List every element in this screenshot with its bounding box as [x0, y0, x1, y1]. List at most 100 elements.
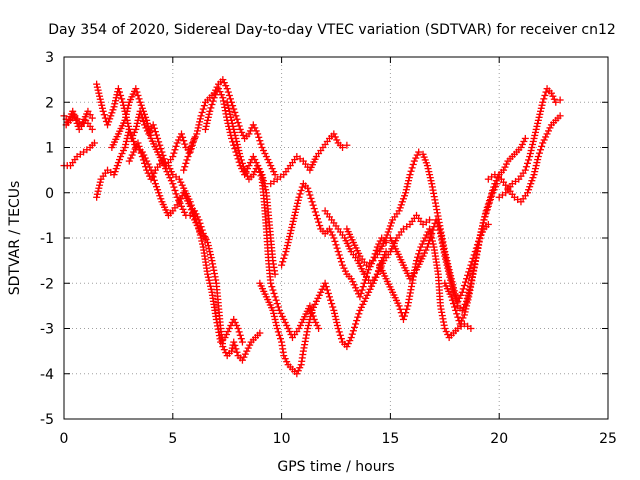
data-point — [290, 214, 298, 222]
data-point — [204, 116, 212, 124]
data-point — [298, 318, 306, 326]
data-point — [368, 282, 376, 290]
data-point — [96, 181, 104, 189]
data-point — [225, 107, 233, 115]
data-point — [272, 296, 280, 304]
data-point — [357, 303, 365, 311]
data-point — [532, 162, 540, 170]
data-point — [131, 145, 139, 153]
data-point — [358, 286, 366, 294]
data-point — [526, 153, 534, 161]
data-point — [119, 98, 127, 106]
data-point — [193, 130, 201, 138]
data-point — [333, 136, 341, 144]
data-point — [424, 165, 432, 173]
data-point — [539, 98, 547, 106]
data-point — [552, 98, 560, 106]
data-point — [180, 137, 188, 145]
data-point — [238, 159, 246, 167]
data-point — [448, 282, 456, 290]
data-point — [125, 122, 133, 130]
data-point — [284, 325, 292, 332]
data-point — [188, 205, 196, 213]
data-point — [384, 228, 392, 236]
data-point — [124, 104, 132, 112]
data-point — [314, 215, 322, 223]
data-point — [236, 331, 244, 339]
data-point — [178, 202, 186, 210]
data-point — [178, 130, 186, 138]
data-point — [444, 264, 452, 272]
data-points — [60, 76, 564, 378]
data-point — [283, 242, 291, 250]
data-point — [71, 113, 79, 121]
data-point — [98, 101, 106, 109]
data-point — [197, 112, 205, 120]
data-point — [156, 141, 164, 149]
data-point — [396, 204, 404, 212]
data-point — [154, 134, 162, 142]
data-point — [426, 174, 434, 182]
data-point — [526, 183, 534, 191]
data-point — [414, 253, 422, 261]
data-point — [413, 151, 421, 159]
data-point — [484, 220, 492, 228]
data-point — [458, 288, 466, 296]
data-point — [96, 92, 104, 100]
data-point — [199, 240, 207, 248]
data-point — [399, 195, 407, 203]
data-point — [235, 122, 243, 130]
data-point — [88, 114, 96, 122]
data-point — [432, 216, 440, 224]
data-point — [278, 261, 286, 269]
data-point — [255, 165, 263, 173]
data-point — [306, 302, 314, 310]
data-point — [453, 310, 461, 318]
data-point — [167, 168, 175, 176]
data-point — [274, 328, 282, 336]
data-point — [481, 213, 489, 221]
data-point — [176, 199, 184, 207]
x-axis-label: GPS time / hours — [277, 459, 394, 475]
data-point — [523, 159, 531, 167]
data-point — [356, 306, 364, 314]
data-point — [531, 128, 539, 136]
data-point — [246, 341, 254, 349]
data-point — [206, 279, 214, 287]
data-point — [189, 208, 197, 216]
data-point — [316, 222, 324, 230]
data-point — [204, 239, 212, 247]
data-point — [363, 291, 371, 299]
data-point — [454, 297, 462, 305]
data-point — [447, 276, 455, 284]
data-point — [235, 328, 243, 336]
data-point — [110, 171, 118, 179]
data-point — [465, 268, 473, 276]
data-point — [321, 279, 329, 287]
data-point — [135, 142, 143, 150]
data-point — [236, 153, 244, 161]
data-point — [136, 146, 144, 154]
data-point — [293, 202, 301, 210]
data-point — [232, 112, 240, 120]
data-point — [172, 142, 180, 150]
data-point — [73, 119, 81, 127]
data-point — [150, 124, 158, 132]
data-point — [360, 297, 368, 305]
data-point — [459, 314, 467, 322]
data-point — [420, 249, 428, 257]
data-point — [412, 154, 420, 162]
data-point — [362, 294, 370, 302]
data-point — [256, 137, 264, 145]
data-point — [547, 89, 555, 97]
data-point — [208, 101, 216, 109]
data-point — [193, 218, 201, 226]
data-point — [207, 254, 215, 262]
data-point — [125, 157, 133, 165]
data-point — [111, 100, 119, 108]
data-point — [334, 325, 342, 332]
data-point — [335, 328, 343, 336]
data-point — [205, 245, 213, 253]
data-point — [517, 144, 525, 151]
data-point — [312, 211, 320, 219]
